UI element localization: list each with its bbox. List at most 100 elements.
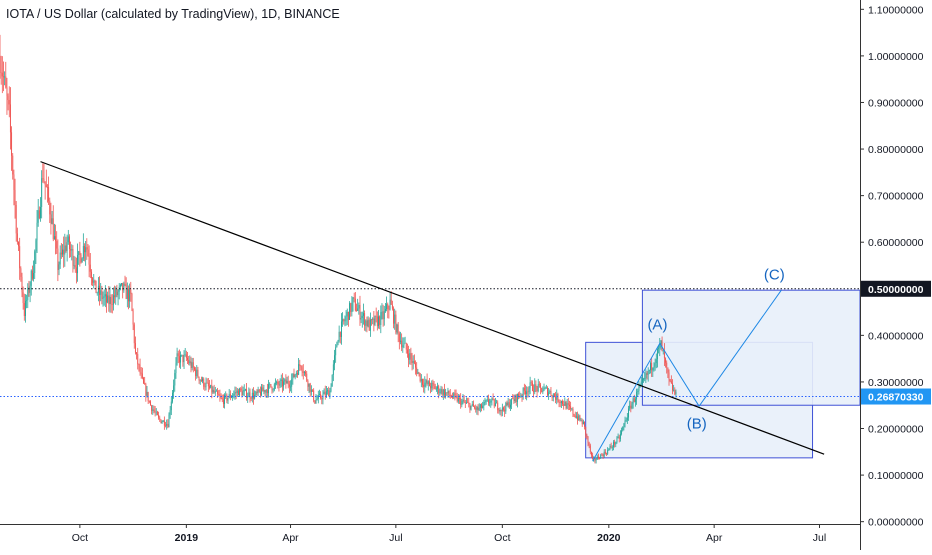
candle-body [288, 381, 289, 385]
candle [522, 394, 523, 402]
candle [184, 350, 185, 369]
candle [347, 309, 348, 326]
x-tick-label: Oct [494, 532, 510, 544]
candle [141, 367, 142, 379]
candle [174, 370, 175, 392]
candle-body [625, 421, 626, 424]
candle-body [314, 400, 315, 403]
candle [530, 377, 531, 394]
candle-body [256, 392, 257, 393]
candle-body [82, 258, 83, 262]
candle [453, 392, 454, 399]
candle [431, 380, 432, 392]
candle-body [177, 353, 178, 363]
candle [156, 408, 157, 415]
candle [608, 448, 609, 451]
candle [509, 399, 510, 409]
candle [592, 453, 593, 460]
candle-body [13, 174, 14, 190]
candle-body [252, 393, 253, 399]
candle [134, 323, 135, 349]
candle-body [104, 296, 105, 297]
candle-body [326, 391, 327, 395]
candle [378, 310, 379, 329]
candle [125, 276, 126, 286]
candle-body [292, 374, 293, 380]
candle-body [395, 315, 396, 333]
candle-body [431, 383, 432, 388]
candle-body [512, 398, 513, 399]
candle-body [523, 388, 524, 396]
candle [256, 389, 257, 396]
candle [333, 360, 334, 381]
candle [69, 234, 70, 258]
candle-body [243, 391, 244, 395]
candle-body [332, 375, 333, 387]
candle [77, 243, 78, 281]
candle [340, 331, 341, 343]
candle [557, 393, 558, 403]
candle-body [527, 391, 528, 392]
candle-body [391, 300, 392, 305]
candle-body [496, 403, 497, 404]
candle-body [362, 316, 363, 318]
candle [2, 56, 3, 93]
candle [114, 286, 115, 304]
candle-body [490, 401, 491, 403]
candle-body [505, 403, 506, 412]
candle [538, 379, 539, 392]
candle [319, 390, 320, 396]
candle-body [99, 286, 100, 295]
candle [103, 292, 104, 307]
candle-body [209, 386, 210, 388]
candle [429, 378, 430, 386]
candle-body [442, 389, 443, 395]
candle-body [355, 299, 356, 311]
candle [289, 381, 290, 393]
candle-body [657, 349, 658, 359]
candle-body [343, 319, 344, 321]
candle-body [333, 364, 334, 375]
candle-body [275, 383, 276, 384]
candle-body [471, 406, 472, 410]
candle [17, 228, 18, 245]
candle-body [465, 402, 466, 403]
candle-body [35, 240, 36, 251]
candle-body [268, 384, 269, 393]
candle-body [310, 384, 311, 392]
candle [12, 153, 13, 180]
candle [13, 170, 14, 206]
candle [200, 379, 201, 385]
candle [363, 304, 364, 325]
candle [120, 284, 121, 291]
candle [511, 398, 512, 409]
candle [324, 388, 325, 394]
candle [405, 337, 406, 344]
candle-body [114, 295, 115, 297]
candle [89, 245, 90, 277]
candle-body [422, 379, 423, 385]
candle [332, 374, 333, 387]
candle-body [219, 396, 220, 397]
candle [638, 381, 639, 394]
candle [123, 282, 124, 293]
candle [611, 443, 612, 449]
candle [424, 376, 425, 393]
candle [628, 406, 629, 421]
candle [302, 365, 303, 376]
candle [578, 414, 579, 421]
candle [165, 422, 166, 428]
candle [489, 399, 490, 407]
candle [408, 346, 409, 367]
candle [245, 389, 246, 391]
candle [142, 368, 143, 380]
candle-body [40, 207, 41, 218]
candle-body [425, 380, 426, 382]
candle-body [538, 384, 539, 391]
candle [44, 164, 45, 184]
candle-body [300, 366, 301, 367]
candle [76, 258, 77, 284]
candle-body [615, 442, 616, 444]
candle-body [311, 390, 312, 392]
candle-body [450, 395, 451, 396]
